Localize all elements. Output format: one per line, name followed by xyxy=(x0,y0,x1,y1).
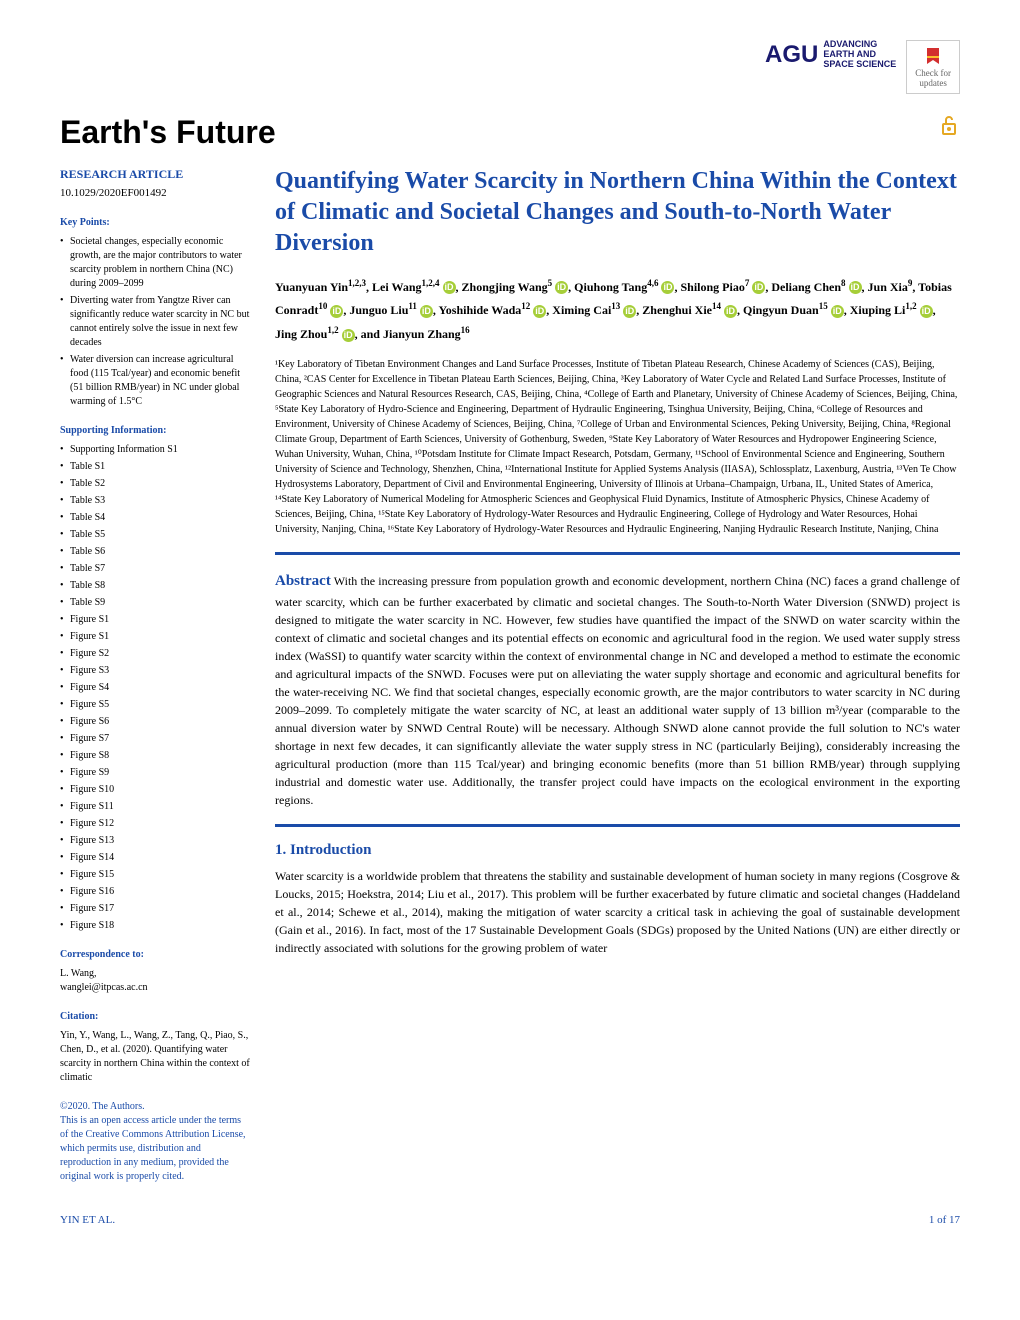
key-point-item: Societal changes, especially economic gr… xyxy=(60,235,250,291)
supporting-info-item[interactable]: Figure S9 xyxy=(60,766,250,780)
citation-label: Citation: xyxy=(60,1010,250,1024)
page-header: AGU ADVANCINGEARTH ANDSPACE SCIENCE Chec… xyxy=(60,40,960,94)
agu-logo: AGU ADVANCINGEARTH ANDSPACE SCIENCE xyxy=(765,40,896,70)
article-type: RESEARCH ARTICLE xyxy=(60,166,250,183)
supporting-info-item[interactable]: Figure S4 xyxy=(60,681,250,695)
publisher-name: AGU xyxy=(765,41,818,69)
bookmark-icon xyxy=(923,46,943,66)
supporting-info-list: Supporting Information S1 Table S1 Table S… xyxy=(60,443,250,933)
supporting-info-item[interactable]: Figure S13 xyxy=(60,834,250,848)
supporting-info-item[interactable]: Figure S14 xyxy=(60,851,250,865)
correspondence-text: L. Wang, wanglei@itpcas.ac.cn xyxy=(60,967,250,995)
copyright-text: ©2020. The Authors. This is an open acce… xyxy=(60,1100,250,1184)
supporting-info-item[interactable]: Figure S11 xyxy=(60,800,250,814)
supporting-info-item[interactable]: Table S9 xyxy=(60,596,250,610)
authors-list: Yuanyuan Yin1,2,3, Lei Wang1,2,4 iD, Zho… xyxy=(275,275,960,346)
journal-title: Earth's Future xyxy=(60,114,276,151)
key-point-item: Diverting water from Yangtze River can s… xyxy=(60,294,250,350)
supporting-info-item[interactable]: Figure S16 xyxy=(60,885,250,899)
supporting-info-item[interactable]: Figure S6 xyxy=(60,715,250,729)
main-content: Quantifying Water Scarcity in Northern C… xyxy=(275,166,960,1184)
intro-text: Water scarcity is a worldwide problem th… xyxy=(275,867,960,957)
correspondence-label: Correspondence to: xyxy=(60,948,250,962)
supporting-info-item[interactable]: Figure S2 xyxy=(60,647,250,661)
check-updates-badge[interactable]: Check for updates xyxy=(906,40,960,94)
supporting-info-item[interactable]: Figure S15 xyxy=(60,868,250,882)
doi: 10.1029/2020EF001492 xyxy=(60,186,250,201)
supporting-info-item[interactable]: Figure S7 xyxy=(60,732,250,746)
footer-right: 1 of 17 xyxy=(929,1214,960,1226)
key-points-list: Societal changes, especially economic gr… xyxy=(60,235,250,409)
abstract-label: Abstract xyxy=(275,573,331,589)
abstract-text: With the increasing pressure from popula… xyxy=(275,574,960,807)
key-point-item: Water diversion can increase agricultura… xyxy=(60,353,250,409)
sidebar: RESEARCH ARTICLE 10.1029/2020EF001492 Ke… xyxy=(60,166,250,1184)
supporting-info-item[interactable]: Table S2 xyxy=(60,477,250,491)
divider xyxy=(275,824,960,827)
supporting-info-item[interactable]: Table S7 xyxy=(60,562,250,576)
supporting-info-item[interactable]: Supporting Information S1 xyxy=(60,443,250,457)
supporting-info-item[interactable]: Figure S3 xyxy=(60,664,250,678)
key-points-label: Key Points: xyxy=(60,216,250,230)
supporting-info-label: Supporting Information: xyxy=(60,424,250,438)
supporting-info-item[interactable]: Table S4 xyxy=(60,511,250,525)
publisher-tagline: ADVANCINGEARTH ANDSPACE SCIENCE xyxy=(823,40,896,70)
supporting-info-item[interactable]: Figure S18 xyxy=(60,919,250,933)
supporting-info-item[interactable]: Figure S1 xyxy=(60,630,250,644)
supporting-info-item[interactable]: Figure S10 xyxy=(60,783,250,797)
supporting-info-item[interactable]: Table S5 xyxy=(60,528,250,542)
supporting-info-item[interactable]: Table S3 xyxy=(60,494,250,508)
supporting-info-item[interactable]: Figure S5 xyxy=(60,698,250,712)
page-footer: YIN ET AL. 1 of 17 xyxy=(60,1214,960,1226)
supporting-info-item[interactable]: Figure S8 xyxy=(60,749,250,763)
footer-left: YIN ET AL. xyxy=(60,1214,115,1226)
citation-text: Yin, Y., Wang, L., Wang, Z., Tang, Q., P… xyxy=(60,1029,250,1085)
supporting-info-item[interactable]: Table S8 xyxy=(60,579,250,593)
supporting-info-item[interactable]: Table S1 xyxy=(60,460,250,474)
divider xyxy=(275,552,960,555)
supporting-info-item[interactable]: Figure S17 xyxy=(60,902,250,916)
article-title: Quantifying Water Scarcity in Northern C… xyxy=(275,166,960,260)
affiliations: ¹Key Laboratory of Tibetan Environment C… xyxy=(275,357,960,537)
open-access-icon xyxy=(938,114,960,141)
supporting-info-item[interactable]: Table S6 xyxy=(60,545,250,559)
supporting-info-item[interactable]: Figure S12 xyxy=(60,817,250,831)
supporting-info-item[interactable]: Figure S1 xyxy=(60,613,250,627)
intro-heading: 1. Introduction xyxy=(275,842,960,859)
abstract-block: Abstract With the increasing pressure fr… xyxy=(275,570,960,809)
